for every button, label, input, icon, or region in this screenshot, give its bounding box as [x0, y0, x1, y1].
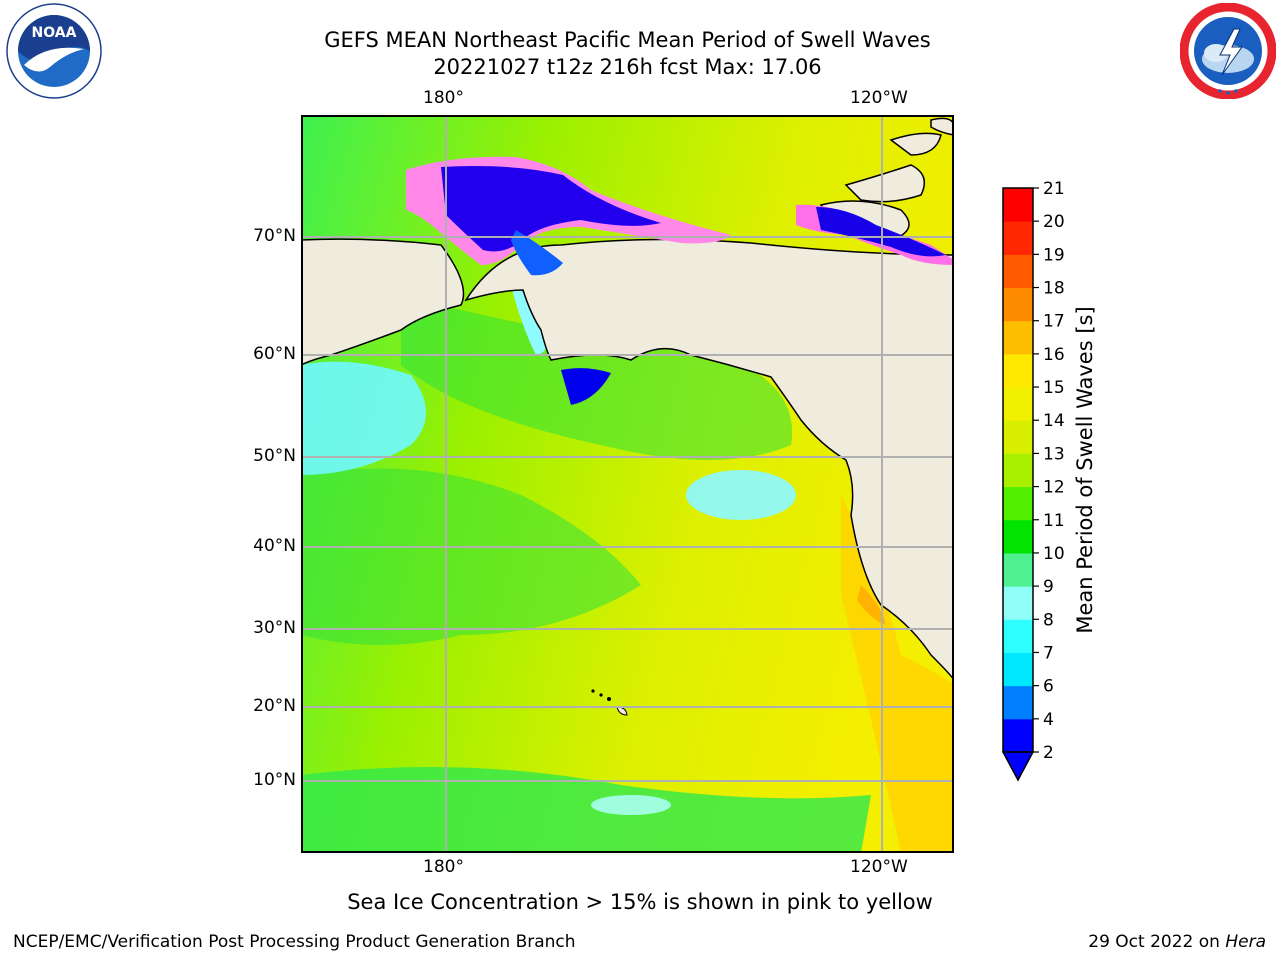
colorbar-swatch — [1003, 254, 1033, 289]
colorbar-swatch — [1003, 420, 1033, 454]
colorbar-swatch — [1003, 486, 1033, 521]
colorbar-swatch — [1003, 619, 1033, 653]
colorbar-tick-label: 21 — [1043, 180, 1065, 199]
colorbar-tick-label: 14 — [1043, 411, 1065, 431]
colorbar-tick-label: 12 — [1043, 478, 1065, 498]
colorbar-swatch — [1003, 685, 1033, 720]
map-title: GEFS MEAN Northeast Pacific Mean Period … — [324, 28, 931, 52]
midlat-green-area — [301, 468, 641, 645]
colorbar-swatch — [1003, 652, 1033, 687]
map-border — [301, 115, 954, 853]
colorbar-tick-label: 15 — [1043, 378, 1065, 398]
colorbar-tick-label: 6 — [1043, 677, 1054, 697]
lat-label-70n: 70°N — [253, 226, 296, 246]
colorbar-tick-label: 4 — [1043, 710, 1054, 730]
northwest-short-period — [301, 361, 426, 475]
hawaii-island — [599, 693, 603, 697]
colorbar-swatch — [1003, 387, 1033, 421]
colorbar-tick-label: 10 — [1043, 544, 1065, 564]
lon-label-120w-bottom: 120°W — [850, 857, 908, 877]
colorbar-tick-label: 19 — [1043, 245, 1065, 265]
colorbar-tick-label: 9 — [1043, 577, 1054, 597]
lat-label-40n: 40°N — [253, 536, 296, 556]
sea-ice-note: Sea Ice Concentration > 15% is shown in … — [347, 890, 933, 914]
colorbar-swatch — [1003, 320, 1033, 355]
lat-label-20n: 20°N — [253, 696, 296, 716]
colorbar-swatch — [1003, 188, 1033, 222]
map-subtitle: 20221027 t12z 216h fcst Max: 17.06 — [433, 55, 822, 79]
lon-label-180-bottom: 180° — [423, 857, 464, 877]
ne-pacific-short-period — [686, 470, 796, 520]
lat-label-60n: 60°N — [253, 344, 296, 364]
swell-period-map[interactable] — [301, 115, 954, 853]
hawaii-island — [607, 697, 611, 701]
lat-label-30n: 30°N — [253, 618, 296, 638]
colorbar-swatch — [1003, 519, 1033, 554]
footer-credit: NCEP/EMC/Verification Post Processing Pr… — [13, 932, 576, 952]
colorbar-tick-label: 18 — [1043, 279, 1065, 299]
nws-logo-icon — [1180, 3, 1276, 99]
colorbar-swatch — [1003, 353, 1033, 388]
coastal-max-period-patch — [857, 585, 886, 625]
colorbar-swatch — [1003, 453, 1033, 488]
colorbar-tick-label: 20 — [1043, 212, 1065, 232]
lon-label-180-top: 180° — [423, 88, 464, 108]
colorbar-tick-label: 7 — [1043, 643, 1054, 663]
colorbar-ticks: 2 4 6 7 8 9 10 11 12 13 14 15 16 17 18 19 20 21 — [1033, 180, 1065, 763]
lon-label-120w-top: 120°W — [850, 88, 908, 108]
lat-label-10n: 10°N — [253, 770, 296, 790]
footer-host: Hera — [1225, 932, 1266, 952]
colorbar-swatch — [1003, 718, 1033, 753]
colorbar-tick-label: 11 — [1043, 511, 1065, 531]
colorbar-tick-label: 17 — [1043, 312, 1065, 332]
colorbar-swatch — [1003, 221, 1033, 255]
arctic-short-period — [441, 166, 661, 252]
colorbar-label: Mean Period of Swell Waves [s] — [1073, 306, 1097, 634]
bering-blue — [511, 230, 563, 276]
graticule — [301, 115, 954, 853]
colorbar-tick-label: 8 — [1043, 610, 1054, 630]
colorbar: 2 4 6 7 8 9 10 11 12 13 14 15 16 17 18 19 20 21 — [1001, 180, 1065, 782]
tropical-short-period-patch — [591, 795, 671, 815]
footer-date: 29 Oct 2022 on Hera — [1088, 932, 1266, 952]
colorbar-swatch — [1003, 586, 1033, 620]
colorbar-tick-label: 13 — [1043, 444, 1065, 464]
bristol-bay-short-period — [561, 368, 611, 405]
footer-date-text: 29 Oct 2022 on — [1088, 932, 1226, 952]
noaa-logo-text: NOAA — [32, 25, 77, 41]
colorbar-swatches — [1003, 188, 1033, 753]
noaa-logo-icon: NOAA — [6, 3, 102, 99]
colorbar-swatch — [1003, 552, 1033, 587]
colorbar-extend-arrow — [1001, 751, 1035, 782]
lat-label-50n: 50°N — [253, 446, 296, 466]
colorbar-swatch — [1003, 287, 1033, 322]
hawaii-island — [591, 689, 595, 693]
tropical-green-band — [301, 767, 871, 853]
colorbar-tick-label: 2 — [1043, 743, 1054, 763]
colorbar-border — [1002, 187, 1034, 753]
colorbar-tick-label: 16 — [1043, 345, 1065, 365]
